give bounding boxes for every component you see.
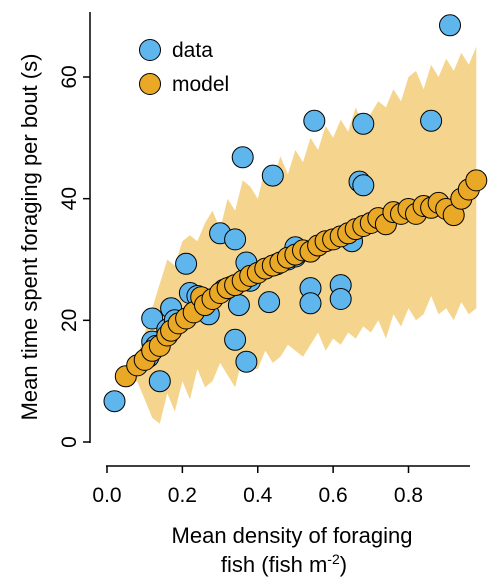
data-point [352,174,375,197]
x-tick-label: 0.2 [168,484,197,507]
data-point [258,291,281,314]
legend-label-data: data [172,39,213,62]
data-point [352,112,375,135]
x-axis-unit-superscript: -2 [327,551,340,567]
legend-swatch-model [139,73,161,95]
data-point [329,288,352,310]
axes: 0.0 0.2 0.4 0.6 0.8 0 20 40 60 [58,12,470,507]
prediction-band-area [122,46,477,424]
data-point [175,252,198,275]
data-point [261,164,284,187]
data-point [303,109,326,132]
model-series [114,169,488,388]
y-axis-title: Mean time spent foraging per bout (s) [17,54,42,421]
y-tick-label: 40 [58,187,81,210]
data-point [224,328,247,351]
x-tick-label: 0.0 [92,484,121,507]
model-point [465,169,488,192]
data-point [299,292,322,315]
y-tick-label: 0 [58,436,81,448]
y-tick-label: 20 [58,309,81,332]
data-point [231,146,254,169]
legend: data model [139,39,229,96]
x-axis-title-line2: fish (fish m-2) [221,551,347,577]
data-point [103,390,126,413]
x-axis-title-line1: Mean density of foraging [172,523,413,548]
data-point [439,14,461,37]
data-point [148,370,171,393]
x-tick-label: 0.6 [319,484,348,507]
x-axis-unit-main: fish (fish m [221,552,327,577]
legend-swatch-data [139,39,161,61]
data-point [141,307,164,330]
x-tick-label: 0.8 [394,484,423,507]
data-point [420,109,443,132]
x-axis-unit-close: ) [340,552,347,577]
y-tick-label: 60 [58,65,81,88]
data-point [224,228,247,251]
data-point [235,350,258,373]
legend-label-model: model [172,73,229,96]
prediction-band [122,46,477,424]
x-tick-label: 0.4 [243,484,273,507]
